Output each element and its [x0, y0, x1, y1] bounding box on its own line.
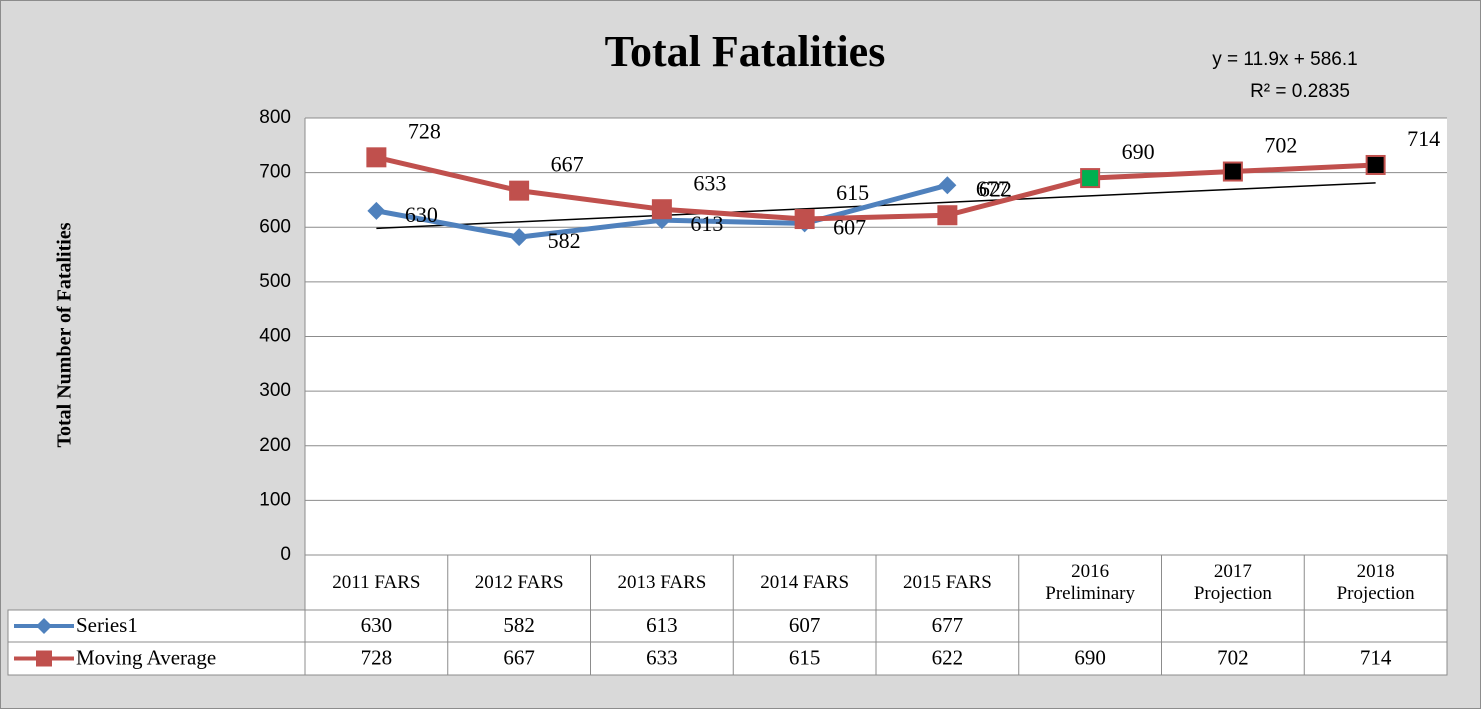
legend-label: Moving Average [76, 645, 216, 669]
table-value: 633 [646, 645, 678, 669]
marker [1080, 168, 1101, 189]
y-tick-label: 700 [259, 162, 291, 183]
data-label: 615 [836, 180, 869, 205]
x-tick-label-box: 2015 FARS [902, 571, 992, 593]
data-label: 630 [405, 202, 438, 227]
y-tick-label: 200 [259, 435, 291, 456]
table-value: 702 [1217, 645, 1249, 669]
chart-title: Total Fatalities [605, 27, 886, 76]
table-value: 622 [932, 645, 964, 669]
x-tick-label-box: 2012 FARS [474, 571, 564, 593]
legend-marker [36, 618, 52, 634]
data-label: 622 [979, 176, 1012, 201]
data-label: 728 [408, 118, 441, 143]
x-tick-label: 2015 FARS [902, 571, 992, 593]
table-value: 607 [789, 613, 821, 637]
marker [794, 209, 815, 230]
marker [367, 201, 386, 220]
table-value: 630 [361, 613, 393, 637]
data-label: 633 [693, 170, 726, 195]
y-tick-label: 0 [280, 544, 291, 565]
x-tick-label: 2018 Projection [1336, 560, 1415, 604]
x-tick-label: 2012 FARS [474, 571, 564, 593]
x-tick-label-box: 2013 FARS [617, 571, 707, 593]
y-tick-label: 100 [259, 489, 291, 510]
data-label: 613 [690, 211, 723, 236]
data-label: 582 [548, 228, 581, 253]
table-value: 667 [503, 645, 535, 669]
marker [510, 228, 529, 247]
x-tick-label-box: 2017 Projection [1193, 560, 1272, 604]
x-tick-label-box: 2011 FARS [332, 571, 421, 593]
table-value: 728 [361, 645, 393, 669]
trendline-r2: R² = 0.2835 [1250, 81, 1350, 102]
marker [651, 199, 672, 220]
data-label: 702 [1264, 133, 1297, 158]
data-label: 677 [976, 176, 1009, 201]
data-label: 667 [551, 152, 584, 177]
table-value: 613 [646, 613, 678, 637]
series-line [375, 154, 1376, 222]
x-tick-label-box: 2014 FARS [760, 571, 850, 593]
trendline-equation: y = 11.9x + 586.1 [1212, 49, 1357, 70]
y-tick-label: 800 [259, 107, 291, 128]
data-label: 714 [1407, 126, 1440, 151]
data-label: 690 [1122, 139, 1155, 164]
marker [938, 176, 957, 195]
x-tick-label: 2013 FARS [617, 571, 707, 593]
marker [1365, 154, 1386, 175]
table-value: 615 [789, 645, 821, 669]
y-tick-label: 300 [259, 380, 291, 401]
x-tick-label-box: 2018 Projection [1336, 560, 1415, 604]
y-tick-label: 400 [259, 326, 291, 347]
data-label: 607 [833, 214, 866, 239]
legend-marker [36, 650, 52, 667]
data-table: 2011 FARS 2012 FARS 2013 FARS 2014 FARS 2015… [7, 554, 1448, 676]
marker [509, 180, 530, 201]
legend-label: Series1 [76, 613, 138, 637]
table-value: 714 [1360, 645, 1392, 669]
table-value: 677 [932, 613, 964, 637]
x-tick-label: 2011 FARS [332, 571, 421, 593]
x-tick-label-box: 2016 Preliminary [1045, 560, 1135, 604]
marker [937, 205, 958, 226]
x-tick-label: 2014 FARS [760, 571, 850, 593]
y-axis-label: Total Number of Fatalities [54, 222, 76, 447]
table-value: 690 [1074, 645, 1106, 669]
marker [1222, 161, 1243, 182]
table-value: 582 [503, 613, 535, 637]
y-tick-label: 500 [259, 271, 291, 292]
x-tick-label: 2017 Projection [1193, 560, 1272, 604]
marker [366, 147, 387, 168]
x-tick-label: 2016 Preliminary [1045, 560, 1135, 604]
y-tick-label: 600 [259, 216, 291, 237]
